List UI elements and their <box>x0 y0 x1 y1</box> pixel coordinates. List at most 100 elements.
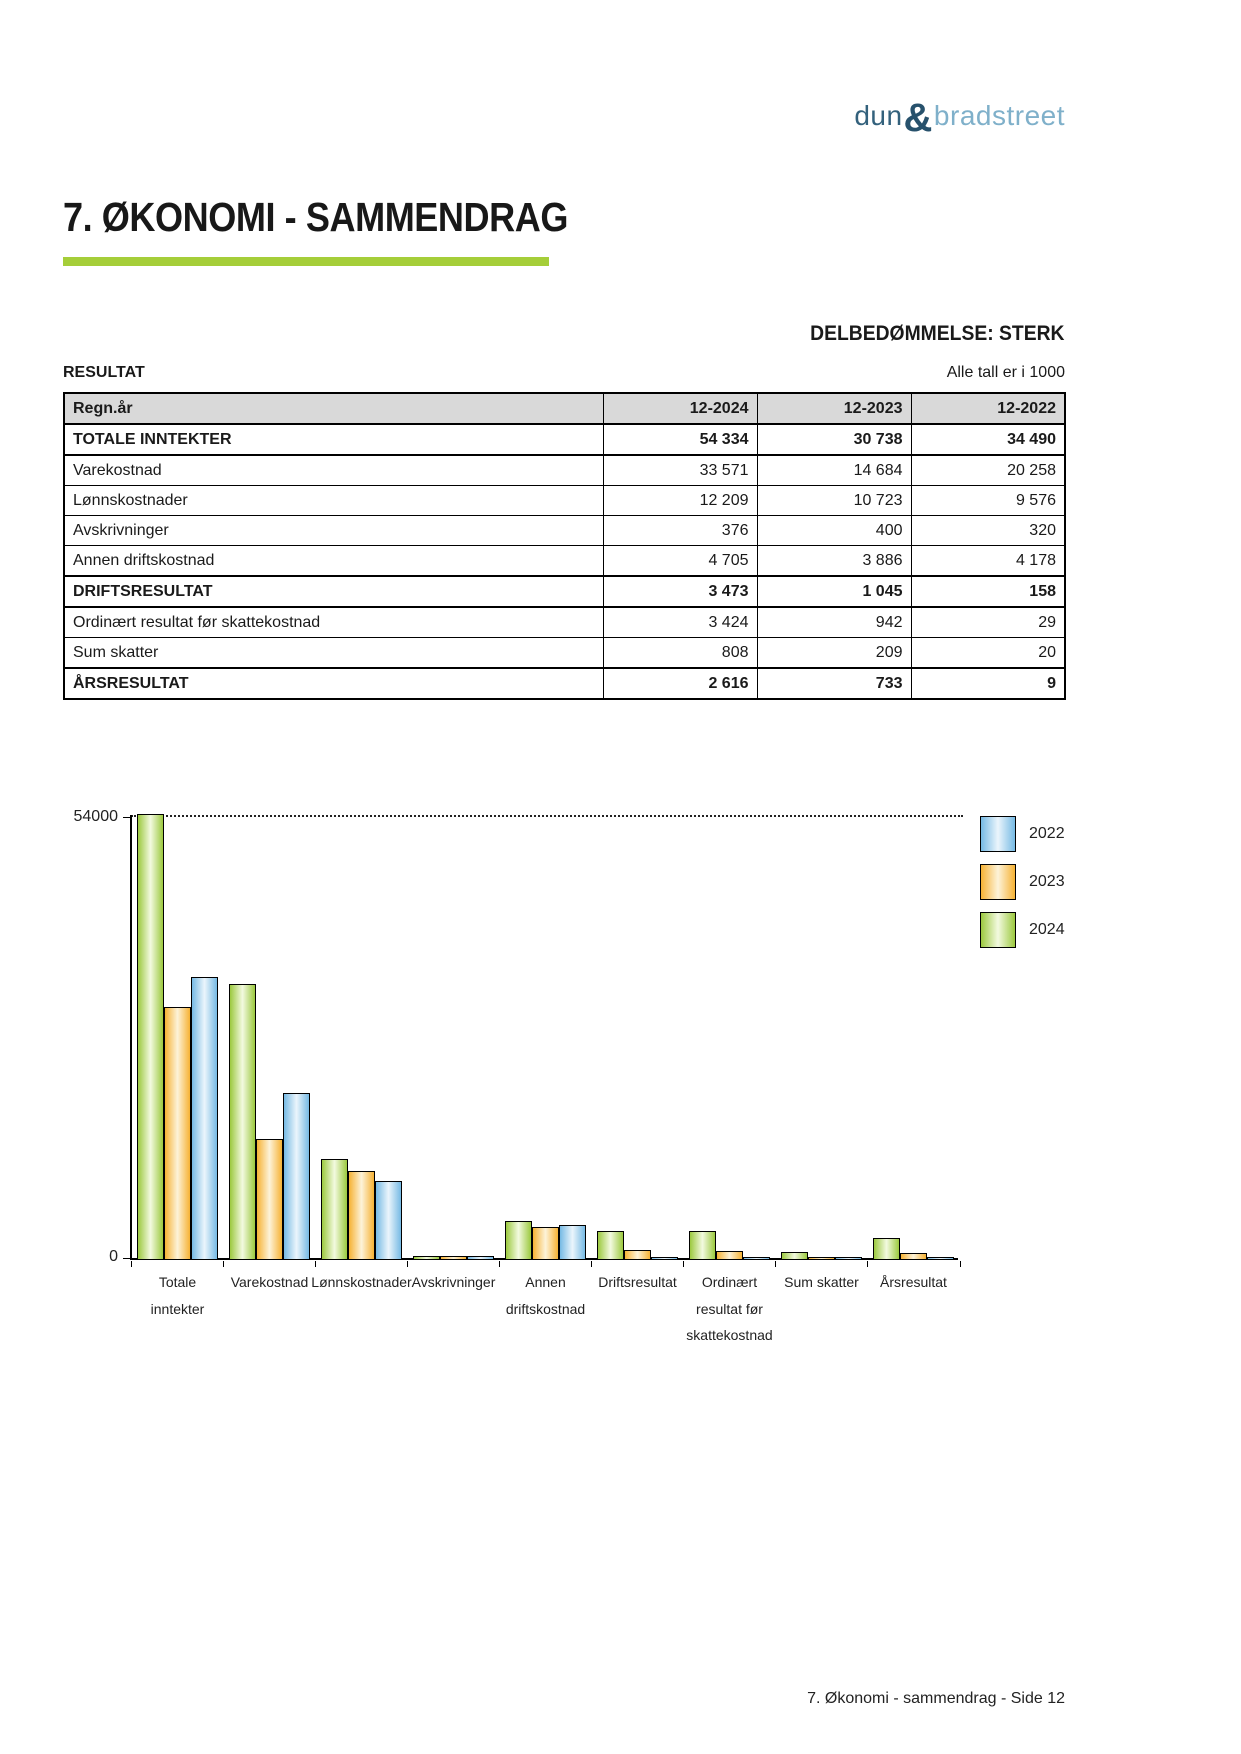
table-row: TOTALE INNTEKTER 54 334 30 738 34 490 <box>63 423 1066 456</box>
row-label-cell: Varekostnad <box>63 454 604 486</box>
chart-plot: Totale inntekter Varekostnad Lønnskostnade… <box>130 814 961 1343</box>
table-header-cell: 12-2024 <box>602 392 758 425</box>
y-axis-tick-label-max: 54000 <box>73 808 119 825</box>
table-row: Sum skatter 808 209 20 <box>63 637 1066 669</box>
bar-2023 <box>900 1253 927 1259</box>
row-value-cell: 20 <box>910 637 1066 669</box>
x-axis-line <box>130 1258 958 1260</box>
row-value-cell: 3 424 <box>602 606 758 638</box>
legend-swatch-2023 <box>980 864 1016 900</box>
bar-2023 <box>164 1007 191 1259</box>
logo-text-bradstreet: bradstreet <box>933 100 1065 131</box>
table-row: ÅRSRESULTAT 2 616 733 9 <box>63 667 1066 700</box>
bar-2024 <box>597 1230 624 1259</box>
row-label-cell: Lønnskostnader <box>63 485 604 516</box>
chart-category-group: Sum skatter <box>774 817 862 1290</box>
bar-2023 <box>348 1171 375 1259</box>
bar-2023 <box>808 1257 835 1259</box>
row-value-cell: 376 <box>602 515 758 546</box>
bar-2024 <box>781 1252 808 1259</box>
row-label-cell: Avskrivninger <box>63 515 604 546</box>
category-label: Driftsresultat <box>598 1274 677 1290</box>
category-label: Varekostnad <box>230 1274 309 1290</box>
category-label: Avskrivninger <box>411 1274 496 1290</box>
table-row: DRIFTSRESULTAT 3 473 1 045 158 <box>63 575 1066 608</box>
row-value-cell: 29 <box>910 606 1066 638</box>
bar-2024 <box>873 1237 900 1259</box>
row-value-cell: 54 334 <box>602 423 758 456</box>
legend-item: 2024 <box>980 912 1065 948</box>
page-footer: 7. Økonomi - sammendrag - Side 12 <box>807 1690 1065 1707</box>
chart-category-group: Ordinært resultat før skattekostnad <box>682 817 773 1343</box>
dun-bradstreet-logo: dun&bradstreet <box>854 96 1065 141</box>
table-header-cell: 12-2022 <box>910 392 1066 425</box>
category-label: Totale inntekter <box>150 1274 205 1317</box>
category-label: Ordinært resultat før skattekostnad <box>686 1274 773 1344</box>
legend-item: 2023 <box>980 864 1065 900</box>
assessment-heading: DELBEDØMMELSE: STERK <box>810 322 1065 345</box>
bar-2024 <box>321 1159 348 1259</box>
legend-swatch-2022 <box>980 816 1016 852</box>
page-title: 7. ØKONOMI - SAMMENDRAG <box>63 194 569 240</box>
y-axis-tick-mark-zero <box>123 1258 131 1259</box>
chart-category-group: Avskrivninger <box>406 817 495 1290</box>
row-value-cell: 320 <box>910 515 1066 546</box>
bar-2024 <box>137 814 164 1259</box>
bar-2023 <box>624 1250 651 1259</box>
table-row: Varekostnad 33 571 14 684 20 258 <box>63 454 1066 486</box>
y-axis-tick-mark-max <box>123 817 131 818</box>
chart-category-group: Driftsresultat <box>590 817 678 1290</box>
table-row: Ordinært resultat før skattekostnad 3 424… <box>63 606 1066 638</box>
bar-2022 <box>835 1257 862 1259</box>
legend-label: 2022 <box>1029 825 1065 842</box>
legend-label: 2024 <box>1029 921 1065 938</box>
bar-2022 <box>191 976 218 1259</box>
bar-2024 <box>229 984 256 1259</box>
chart-category-group: Annen driftskostnad <box>498 817 586 1317</box>
row-value-cell: 3 886 <box>756 545 912 577</box>
legend-label: 2023 <box>1029 873 1065 890</box>
table-header-cell: 12-2023 <box>756 392 912 425</box>
row-label-cell: Ordinært resultat før skattekostnad <box>63 606 604 638</box>
y-axis-tick-label-zero: 0 <box>109 1248 118 1265</box>
bar-2023 <box>716 1251 743 1259</box>
chart-category-group: Lønnskostnader <box>311 817 412 1290</box>
bar-2022 <box>651 1257 678 1259</box>
category-label: Lønnskostnader <box>311 1274 412 1290</box>
chart-category-group: Totale inntekter <box>130 814 218 1317</box>
results-table: Regn.år 12-2024 12-2023 12-2022 TOTALE INNT… <box>63 392 1066 700</box>
row-label-cell: ÅRSRESULTAT <box>63 667 604 700</box>
row-value-cell: 20 258 <box>910 454 1066 486</box>
row-value-cell: 12 209 <box>602 485 758 516</box>
table-header-row: Regn.år 12-2024 12-2023 12-2022 <box>63 392 1066 425</box>
legend-item: 2022 <box>980 816 1065 852</box>
table-row: Lønnskostnader 12 209 10 723 9 576 <box>63 485 1066 516</box>
row-value-cell: 2 616 <box>602 667 758 700</box>
bar-2022 <box>375 1180 402 1259</box>
row-value-cell: 10 723 <box>756 485 912 516</box>
row-label-cell: Sum skatter <box>63 637 604 669</box>
row-value-cell: 3 473 <box>602 575 758 608</box>
row-value-cell: 9 576 <box>910 485 1066 516</box>
row-value-cell: 4 705 <box>602 545 758 577</box>
row-value-cell: 209 <box>756 637 912 669</box>
bar-2022 <box>467 1256 494 1259</box>
row-value-cell: 33 571 <box>602 454 758 486</box>
y-axis-line <box>130 815 132 1260</box>
bar-2022 <box>283 1093 310 1259</box>
title-underline <box>63 257 549 266</box>
table-header-cell: Regn.år <box>63 392 604 425</box>
category-label: Årsresultat <box>880 1274 947 1290</box>
row-value-cell: 942 <box>756 606 912 638</box>
row-value-cell: 4 178 <box>910 545 1066 577</box>
legend-swatch-2024 <box>980 912 1016 948</box>
logo-ampersand-icon: & <box>903 96 933 140</box>
row-value-cell: 34 490 <box>910 423 1066 456</box>
bar-2023 <box>440 1255 467 1259</box>
section-label: RESULTAT <box>63 364 145 381</box>
bar-2023 <box>256 1138 283 1259</box>
bar-2022 <box>927 1257 954 1259</box>
row-value-cell: 400 <box>756 515 912 546</box>
bar-2023 <box>532 1227 559 1259</box>
